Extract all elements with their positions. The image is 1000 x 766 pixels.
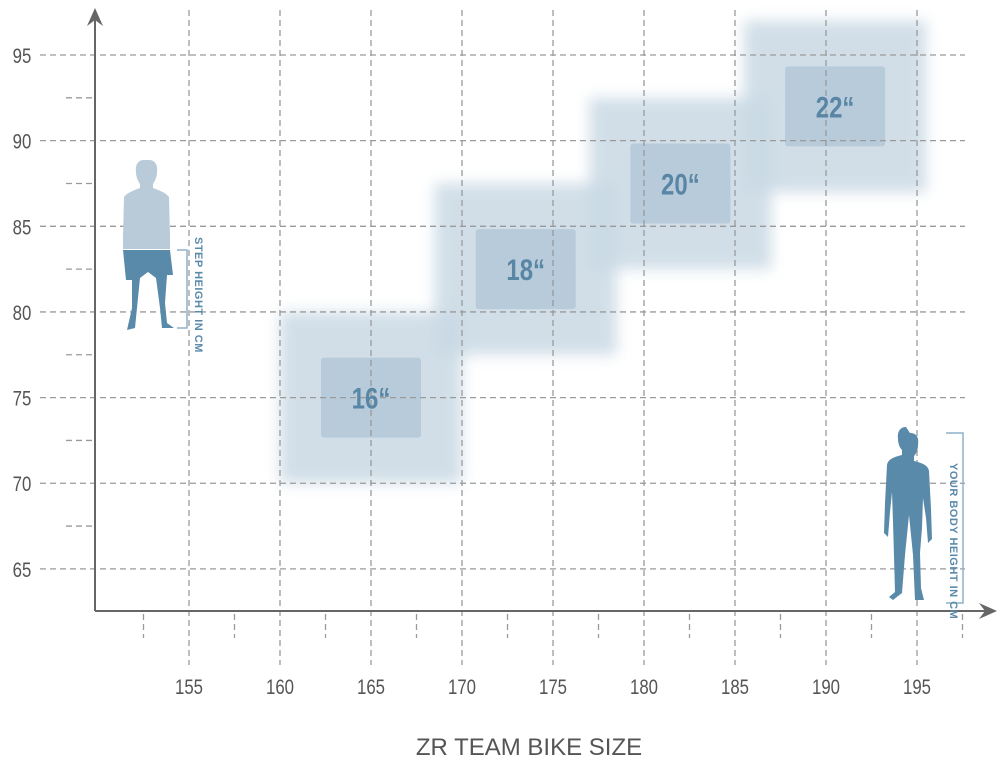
x-tick-label: 170 [448,676,476,699]
size-label: 16“ [352,381,391,415]
body-height-label: YOUR BODY HEIGHT IN CM [947,463,959,619]
y-tick-label: 90 [13,131,32,154]
step-height-bracket [177,249,188,329]
body-height-bracket [946,432,964,604]
y-tick-label: 70 [13,474,32,497]
x-axis-title: ZR TEAM BIKE SIZE [416,734,642,761]
person-icon [123,160,174,330]
body-height-figure: YOUR BODY HEIGHT IN CM [884,427,964,619]
x-tick-label: 155 [175,676,203,699]
y-tick-label: 95 [13,45,32,68]
step-height-figure: STEP HEIGHT IN CM [123,160,204,353]
x-tick-label: 190 [812,676,840,699]
x-tick-label: 180 [630,676,658,699]
y-tick-label: 75 [13,388,32,411]
x-tick-label: 185 [721,676,749,699]
size-label: 22“ [816,90,855,124]
y-tick-label: 80 [13,302,32,325]
x-tick-label: 165 [357,676,385,699]
y-tick-label: 85 [13,217,32,240]
x-tick-label: 160 [266,676,294,699]
size-box [630,143,731,224]
x-tick-label: 195 [903,676,931,699]
size-label: 20“ [661,167,700,201]
size-box [785,66,886,147]
size-label: 18“ [506,253,545,287]
person-icon [884,427,932,600]
step-height-label: STEP HEIGHT IN CM [192,237,204,353]
x-tick-label: 175 [539,676,567,699]
size-box [475,229,576,310]
y-tick-label: 65 [13,559,32,582]
